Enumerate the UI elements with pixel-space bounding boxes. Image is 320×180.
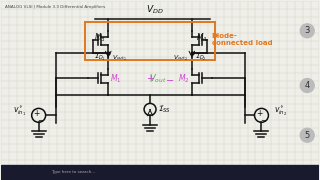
Text: $+$: $+$ xyxy=(256,108,263,118)
Text: $v^\circ_{in_2}$: $v^\circ_{in_2}$ xyxy=(274,104,288,118)
Circle shape xyxy=(300,78,314,93)
Text: $\mathcal{I}_{D_2}$: $\mathcal{I}_{D_2}$ xyxy=(195,52,206,63)
Text: 5: 5 xyxy=(305,131,310,140)
Text: $+$: $+$ xyxy=(146,73,155,84)
Text: $-$: $-$ xyxy=(37,114,44,123)
Text: 3: 3 xyxy=(305,26,310,35)
Text: $-$: $-$ xyxy=(165,74,174,84)
Text: 4: 4 xyxy=(305,81,310,90)
Circle shape xyxy=(300,24,314,38)
Text: ANALOG VLSI | Module 3.3 Differential Amplifiers: ANALOG VLSI | Module 3.3 Differential Am… xyxy=(5,5,105,9)
Text: $V_{out_1}$: $V_{out_1}$ xyxy=(112,54,127,63)
Text: $v^\circ_{in_1}$: $v^\circ_{in_1}$ xyxy=(13,104,27,118)
Text: Diode-
connected load: Diode- connected load xyxy=(212,33,272,46)
Text: $\mathcal{I}_{D_1}$: $\mathcal{I}_{D_1}$ xyxy=(93,52,105,63)
Text: $V_{out_2}$: $V_{out_2}$ xyxy=(173,54,188,63)
Text: $M_4$: $M_4$ xyxy=(196,32,207,44)
Text: $M_1$: $M_1$ xyxy=(110,72,122,85)
Text: $M_3$: $M_3$ xyxy=(94,32,105,44)
Text: $M_2$: $M_2$ xyxy=(178,72,190,85)
Text: $V_{DD}$: $V_{DD}$ xyxy=(146,3,164,16)
Circle shape xyxy=(300,128,314,142)
Text: $-$: $-$ xyxy=(260,114,267,123)
Text: Type here to search...: Type here to search... xyxy=(51,170,95,174)
Text: $V_{out}$: $V_{out}$ xyxy=(149,72,167,85)
Text: $\mathcal{I}_{SS}$: $\mathcal{I}_{SS}$ xyxy=(158,104,171,115)
Text: $+$: $+$ xyxy=(33,108,40,118)
Bar xyxy=(1,165,319,180)
